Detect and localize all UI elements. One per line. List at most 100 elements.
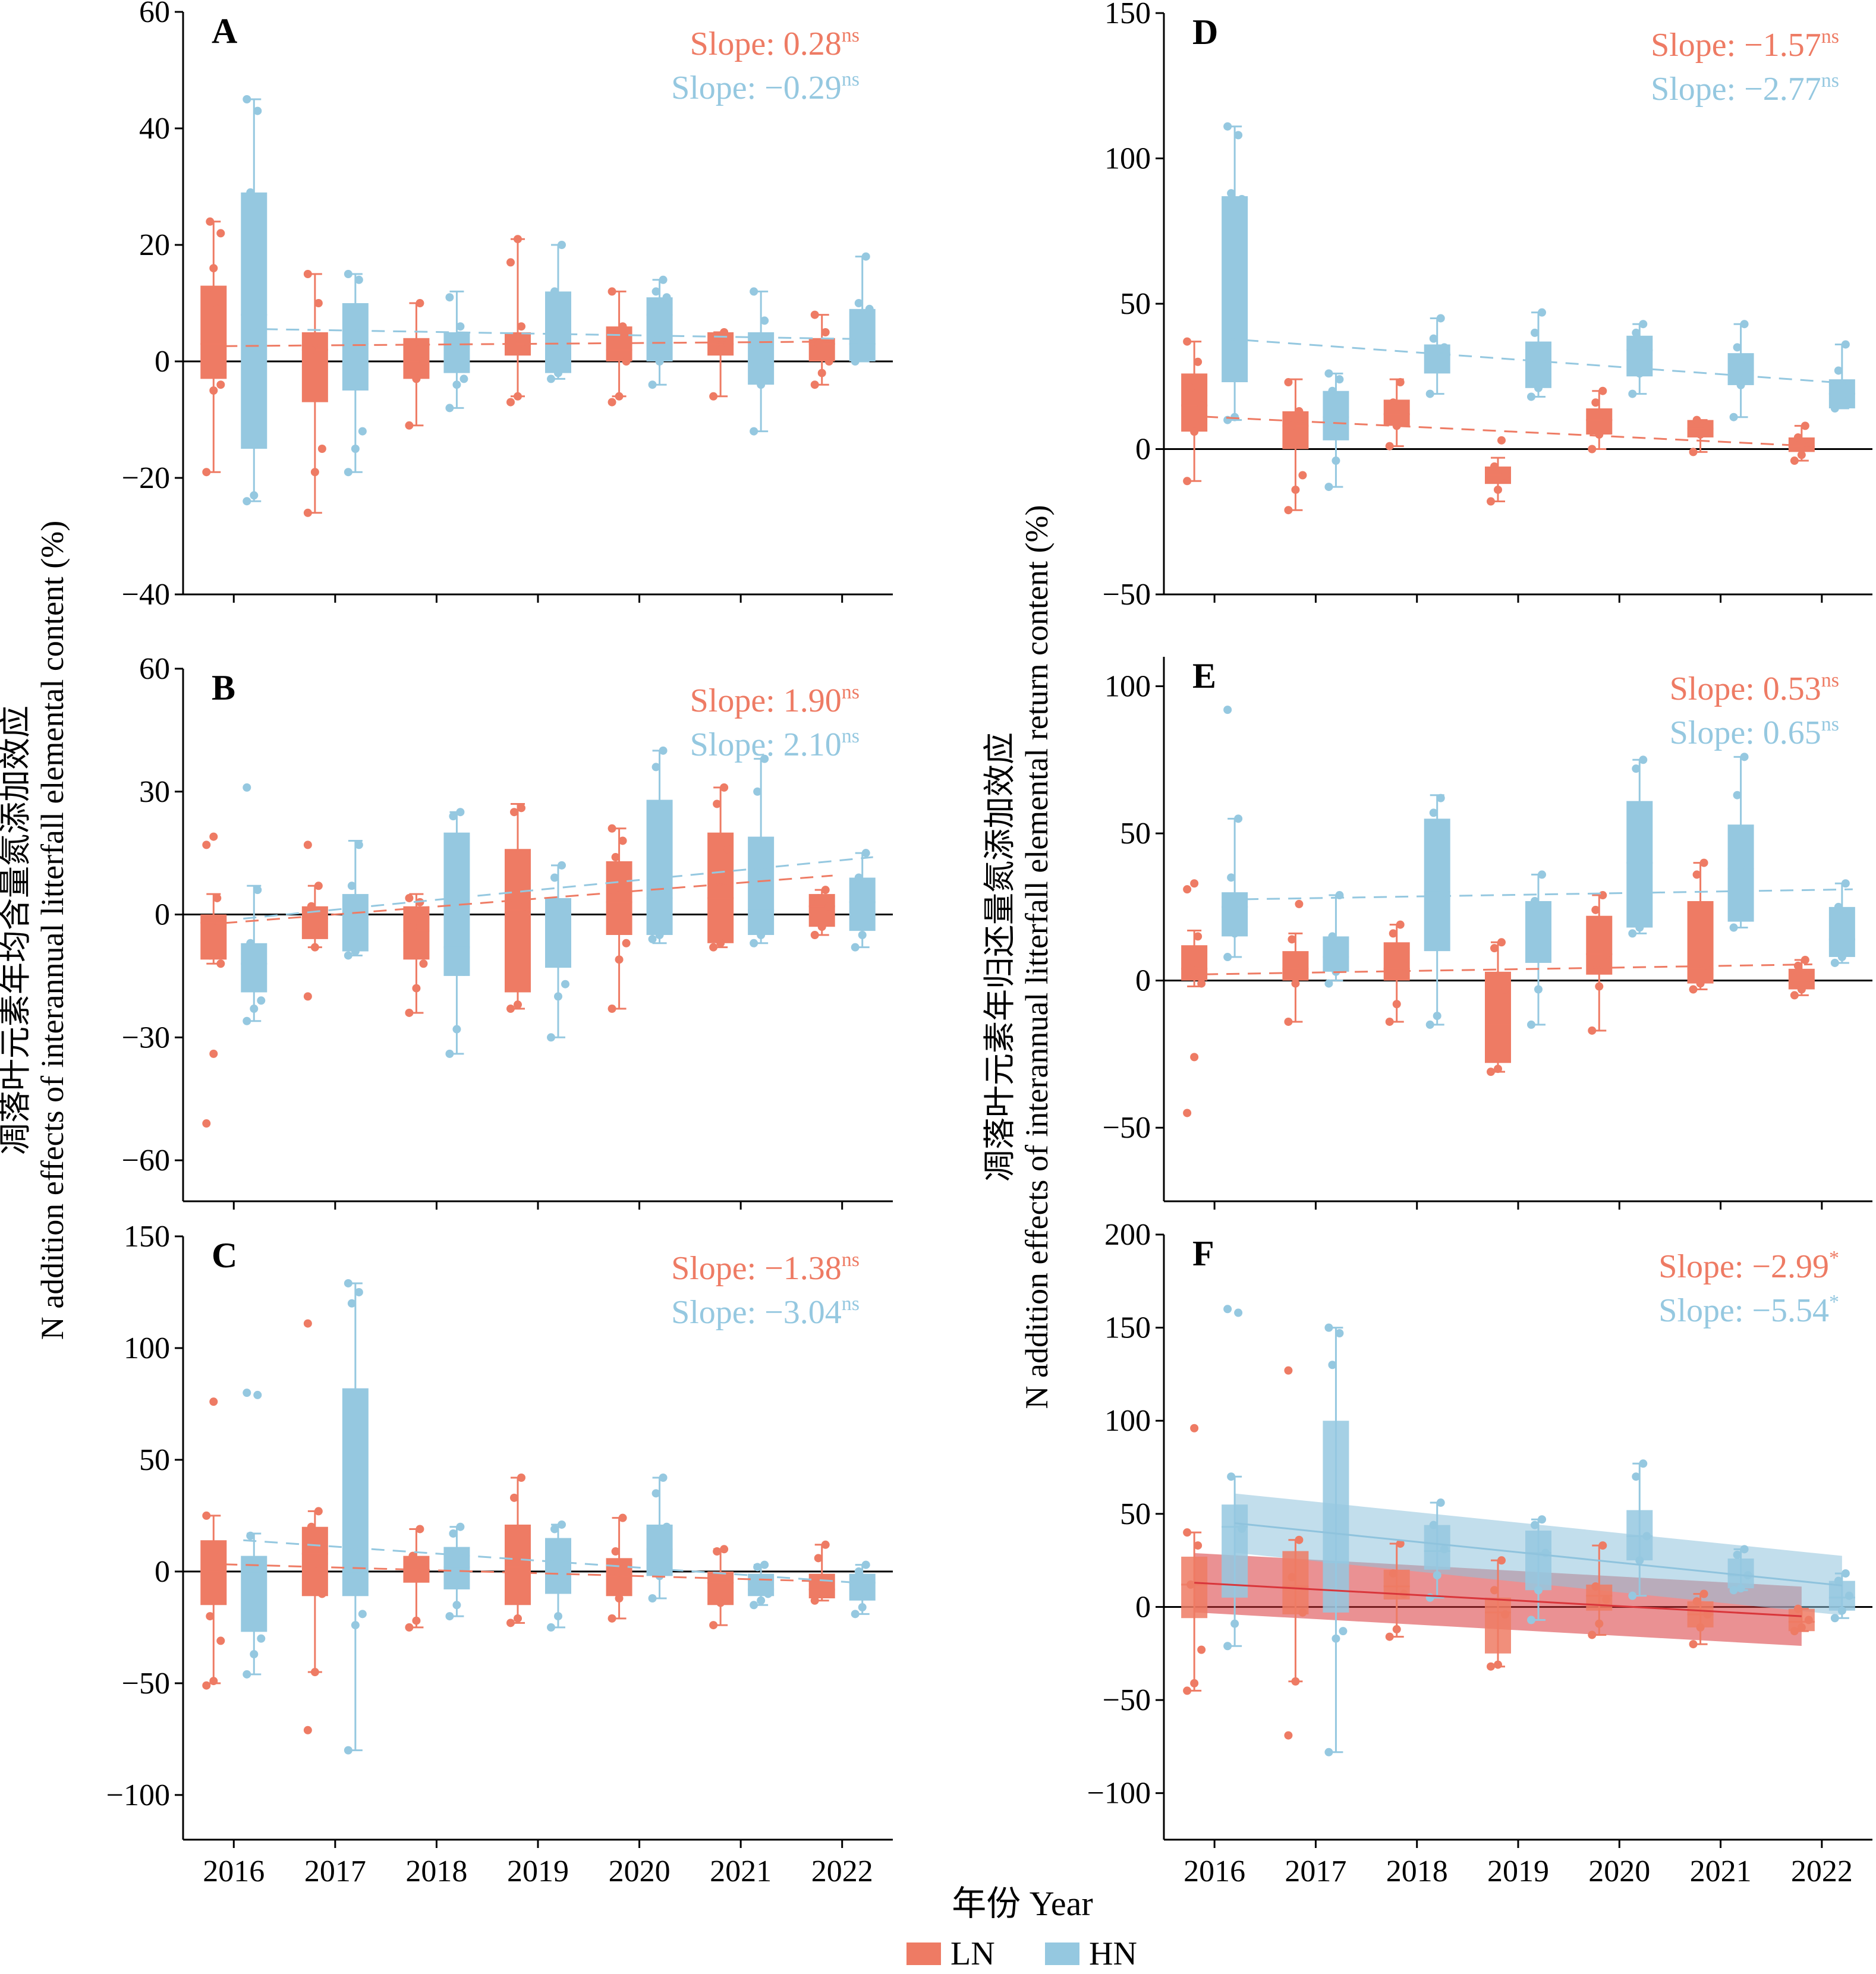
panel-c: −100 −50 0 50 100 150 2016 2017 2018 2019 2020 2021… [106, 1220, 893, 1888]
ln-point [608, 287, 616, 296]
hn-point [547, 1623, 555, 1632]
ln-point [213, 1545, 222, 1554]
x-tick-label: 2016 [203, 1855, 265, 1888]
hn-point [1339, 947, 1348, 956]
ln-point [814, 893, 823, 902]
ln-point [814, 339, 823, 348]
y-tick-label: 100 [1104, 142, 1151, 176]
hn-point [1527, 392, 1535, 401]
hn-box [1727, 824, 1754, 922]
hn-point [655, 357, 664, 366]
ln-trend-line [1183, 414, 1812, 448]
ln-point [814, 1554, 823, 1563]
hn-point [243, 95, 251, 103]
hn-point [1335, 1329, 1344, 1338]
hn-point [861, 849, 870, 858]
hn-point [354, 275, 363, 284]
ln-point [521, 345, 529, 354]
hn-point [1736, 380, 1745, 389]
panel-f: −100 −50 0 50 100 150 200 2016 2017 2018 2019 2020 2… [1087, 1218, 1872, 1888]
ln-point [1598, 386, 1607, 395]
ln-point [810, 931, 819, 939]
x-tick-label: 2018 [1386, 1855, 1448, 1888]
hn-point [250, 1649, 259, 1658]
hn-point [1743, 864, 1752, 873]
hn-slope-label: Slope: 2.10ns [690, 725, 860, 763]
ln-point [213, 304, 222, 313]
ln-point [1595, 1619, 1604, 1628]
hn-box [443, 1547, 470, 1589]
ln-point [202, 840, 211, 849]
hn-point [1324, 979, 1333, 988]
y-tick-label: −50 [1103, 1111, 1151, 1145]
y-tick-label: 150 [1104, 0, 1151, 30]
panel-label: F [1192, 1234, 1214, 1273]
ln-point [1288, 1573, 1296, 1582]
ln-point [1389, 1569, 1397, 1578]
ln-box [1383, 942, 1410, 981]
ln-point [824, 357, 833, 366]
hn-point [246, 1531, 255, 1540]
hn-point [1238, 1524, 1247, 1533]
hn-point [554, 992, 562, 1001]
hn-point [861, 1560, 870, 1569]
ln-box [606, 1558, 632, 1597]
x-tick-label: 2022 [1791, 1855, 1853, 1888]
y-tick-label: −40 [122, 578, 170, 612]
ln-box [606, 861, 632, 935]
ln-slope-label: Slope: −1.57ns [1651, 26, 1839, 64]
hn-point [1230, 929, 1239, 938]
hn-point [1531, 1520, 1539, 1529]
x-tick-label: 2018 [405, 1855, 467, 1888]
ln-point [817, 1589, 826, 1598]
ln-box [1687, 901, 1714, 984]
ln-point [615, 392, 624, 401]
ln-point [307, 1522, 316, 1531]
ln-point [206, 951, 215, 960]
ln-point [1284, 1366, 1293, 1375]
ln-point [821, 886, 830, 895]
hn-point [550, 287, 559, 296]
ln-point [303, 270, 312, 278]
ln-point [1298, 961, 1307, 970]
y-tick-label: 0 [155, 898, 170, 932]
ln-point [713, 1547, 722, 1556]
ln-point [206, 217, 215, 226]
hn-point [1429, 808, 1438, 817]
hn-point [659, 1474, 668, 1482]
hn-point [865, 304, 874, 313]
y-tick-label: −100 [106, 1778, 170, 1812]
hn-point [1324, 483, 1333, 492]
y-tick-label: −100 [1087, 1777, 1151, 1811]
hn-point [764, 357, 773, 366]
ln-point [408, 1551, 417, 1560]
y-tick-label: 50 [1120, 287, 1151, 321]
ln-point [1591, 398, 1600, 407]
hn-point [1830, 1614, 1839, 1623]
hn-point [764, 849, 773, 858]
ln-point [1692, 1597, 1701, 1606]
hn-point [257, 996, 266, 1005]
x-tick-label: 2017 [1285, 1855, 1346, 1888]
y-tick-label: 0 [1135, 964, 1151, 998]
hn-point [445, 1612, 454, 1621]
hn-point [651, 1489, 660, 1498]
hn-point [456, 322, 465, 331]
hn-point [1223, 1305, 1232, 1314]
hn-point [1433, 363, 1441, 372]
hn-point [1234, 814, 1243, 823]
hn-point [452, 380, 461, 389]
hn-point [452, 1601, 461, 1610]
hn-point [1440, 888, 1449, 897]
ln-box [301, 1526, 328, 1597]
ln-slope-label: Slope: 1.90ns [690, 681, 860, 719]
hn-point [1436, 314, 1445, 323]
hn-point [757, 380, 766, 389]
hn-box [342, 303, 369, 391]
hn-point [1534, 383, 1543, 392]
ln-point [1194, 1541, 1203, 1550]
ln-point [206, 1612, 215, 1621]
y-tick-label: 200 [1104, 1218, 1151, 1252]
hn-point [550, 873, 559, 882]
